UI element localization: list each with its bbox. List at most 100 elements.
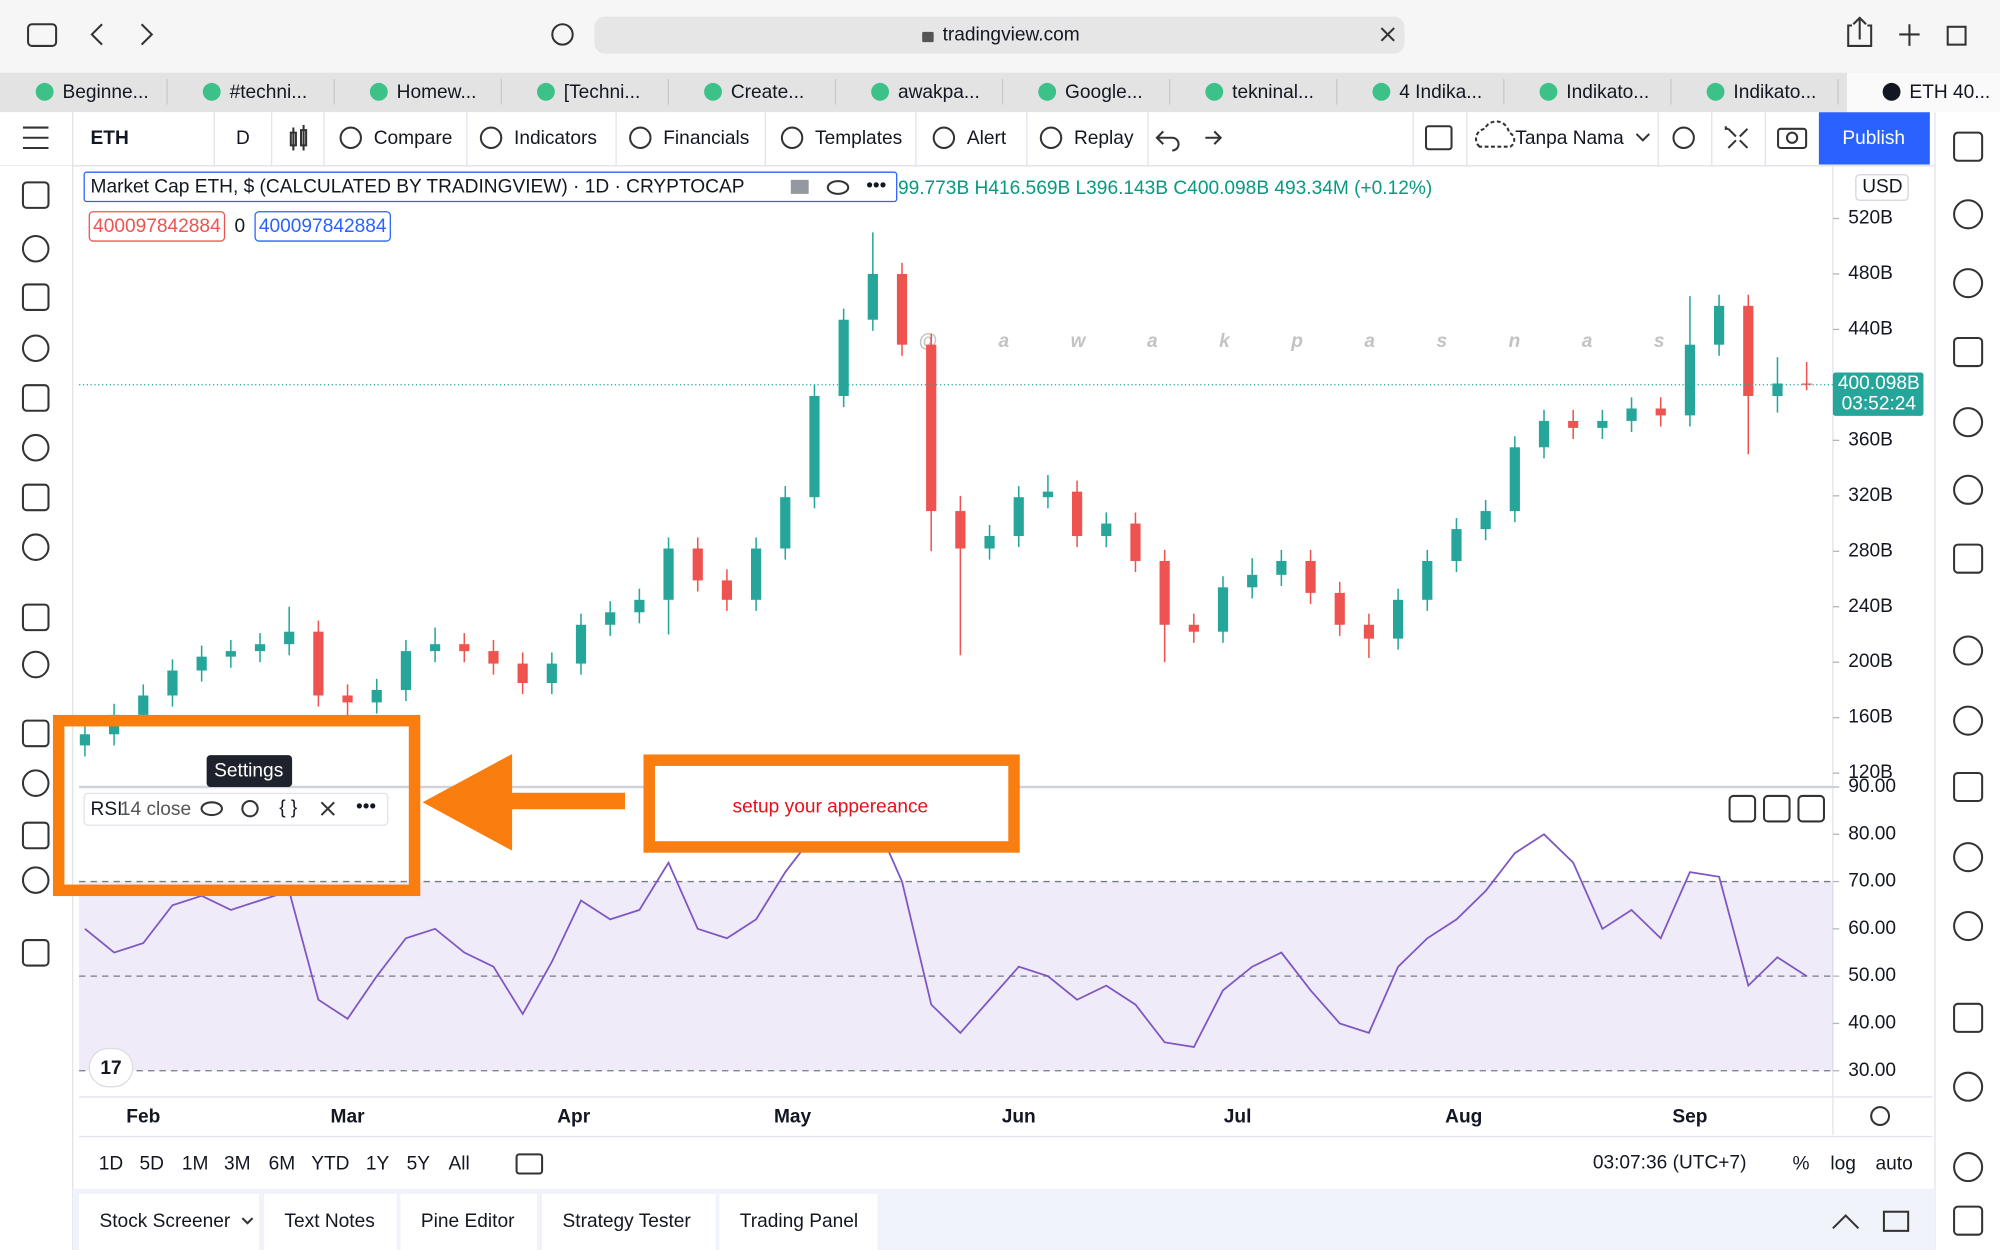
chart-style[interactable] [289, 125, 308, 151]
bottom-tab[interactable] [264, 1193, 397, 1250]
fullscreen-button[interactable] [1724, 126, 1749, 149]
legend-box[interactable] [83, 171, 898, 203]
share-button[interactable] [1847, 16, 1873, 47]
flag-icon[interactable] [790, 179, 809, 194]
rsi-source[interactable]: { } [279, 798, 298, 819]
new-tab-button[interactable] [1899, 24, 1920, 46]
tab-title[interactable]: Beginne... [63, 82, 149, 103]
tab-title[interactable]: Indikato... [1566, 82, 1649, 103]
tab-title[interactable]: [Techni... [564, 82, 641, 103]
widget-icon[interactable] [1953, 1071, 1984, 1102]
bottom-tab[interactable] [719, 1193, 878, 1250]
range-button[interactable]: 5D [140, 1154, 164, 1175]
settings-button[interactable] [1672, 126, 1695, 149]
range-button[interactable]: 5Y [407, 1154, 431, 1175]
rsi-visibility[interactable] [200, 801, 223, 817]
goto-date[interactable] [515, 1153, 544, 1175]
buy-box[interactable] [254, 211, 391, 242]
tab-title[interactable]: awakpa... [898, 82, 980, 103]
widget-icon[interactable] [1953, 268, 1984, 299]
tool-icon[interactable] [21, 866, 50, 894]
widget-icon[interactable] [1953, 407, 1984, 438]
tool-icon[interactable] [21, 533, 50, 561]
widget-icon[interactable] [1953, 635, 1984, 666]
layout-select[interactable] [1425, 125, 1453, 151]
toolbar-button[interactable]: Financials [663, 128, 749, 149]
tab-title[interactable]: #techni... [230, 82, 308, 103]
tab-title[interactable]: ETH 40... [1909, 82, 1990, 103]
layout-name[interactable]: Tanpa Nama [1515, 128, 1624, 149]
layout-dropdown[interactable] [1635, 133, 1650, 142]
collapse-panel[interactable] [1832, 1214, 1860, 1230]
tab-title[interactable]: 4 Indika... [1399, 82, 1482, 103]
tool-icon[interactable] [21, 821, 50, 850]
tool-icon[interactable] [21, 483, 50, 512]
widget-icon[interactable] [1953, 199, 1984, 230]
toolbar-button[interactable]: Alert [967, 128, 1007, 149]
range-button[interactable]: 1D [99, 1154, 123, 1175]
toolbar-button[interactable]: Indicators [514, 128, 597, 149]
tab-title[interactable]: Indikato... [1733, 82, 1816, 103]
tab-title[interactable]: Google... [1065, 82, 1143, 103]
pane-maximize[interactable] [1797, 794, 1825, 823]
toolbar-button[interactable]: Compare [374, 128, 453, 149]
range-button[interactable]: YTD [311, 1154, 349, 1175]
tool-icon[interactable] [21, 283, 50, 311]
currency-button[interactable] [1855, 174, 1909, 201]
bottom-tab[interactable] [542, 1193, 716, 1250]
pane-close[interactable] [1763, 794, 1791, 823]
pane-up[interactable] [1728, 794, 1757, 823]
widget-icon[interactable] [1953, 131, 1984, 162]
widget-icon[interactable] [1953, 543, 1984, 574]
rsi-legend[interactable] [83, 792, 389, 826]
tool-icon[interactable] [21, 769, 50, 797]
range-button[interactable]: 1M [182, 1154, 209, 1175]
tool-icon[interactable] [21, 384, 50, 412]
axis-settings[interactable] [1870, 1106, 1891, 1127]
widget-icon[interactable] [1953, 771, 1984, 803]
widget-icon[interactable] [1953, 705, 1984, 736]
tool-icon[interactable] [21, 939, 50, 967]
widget-icon[interactable] [1953, 842, 1984, 873]
tool-icon[interactable] [21, 234, 50, 263]
widget-icon[interactable] [1953, 1205, 1984, 1236]
tool-icon[interactable] [21, 603, 50, 632]
url-field[interactable] [594, 16, 1405, 54]
redo[interactable] [1205, 130, 1223, 145]
tabs-button[interactable] [1946, 25, 1967, 46]
rsi-settings[interactable] [241, 800, 259, 818]
scale-option[interactable]: % [1793, 1154, 1810, 1175]
undo[interactable] [1155, 130, 1180, 152]
tool-icon[interactable] [21, 433, 50, 462]
rsi-more[interactable]: ••• [356, 796, 376, 817]
widget-icon[interactable] [1953, 1002, 1984, 1033]
tool-icon[interactable] [21, 650, 50, 679]
widget-icon[interactable] [1953, 336, 1984, 368]
tv-logo[interactable] [88, 1047, 134, 1088]
sell-box[interactable] [88, 211, 226, 242]
tool-icon[interactable] [21, 334, 50, 362]
range-button[interactable]: 6M [269, 1154, 296, 1175]
widget-icon[interactable] [1953, 1152, 1984, 1183]
sidebar-button[interactable] [27, 23, 58, 47]
bottom-tab[interactable] [400, 1193, 537, 1250]
tool-icon[interactable] [21, 181, 50, 209]
widget-icon[interactable] [1953, 474, 1984, 505]
tab-title[interactable]: Create... [731, 82, 804, 103]
tab-title[interactable]: tekninal... [1232, 82, 1314, 103]
snapshot-button[interactable] [1777, 127, 1808, 149]
tool-icon[interactable] [21, 719, 50, 748]
tab-title[interactable]: Homew... [397, 82, 477, 103]
interval[interactable]: D [236, 128, 250, 149]
range-button[interactable]: 1Y [366, 1154, 390, 1175]
bottom-tab[interactable] [79, 1193, 259, 1250]
visibility-icon[interactable] [826, 180, 850, 195]
scale-option[interactable]: auto [1876, 1154, 1913, 1175]
widget-icon[interactable] [1953, 910, 1984, 942]
range-button[interactable]: All [449, 1154, 470, 1175]
toolbar-button[interactable]: Templates [815, 128, 902, 149]
publish-button[interactable] [1818, 112, 1930, 165]
range-button[interactable]: 3M [224, 1154, 251, 1175]
maximize-panel[interactable] [1882, 1210, 1910, 1232]
toolbar-button[interactable]: Replay [1074, 128, 1134, 149]
